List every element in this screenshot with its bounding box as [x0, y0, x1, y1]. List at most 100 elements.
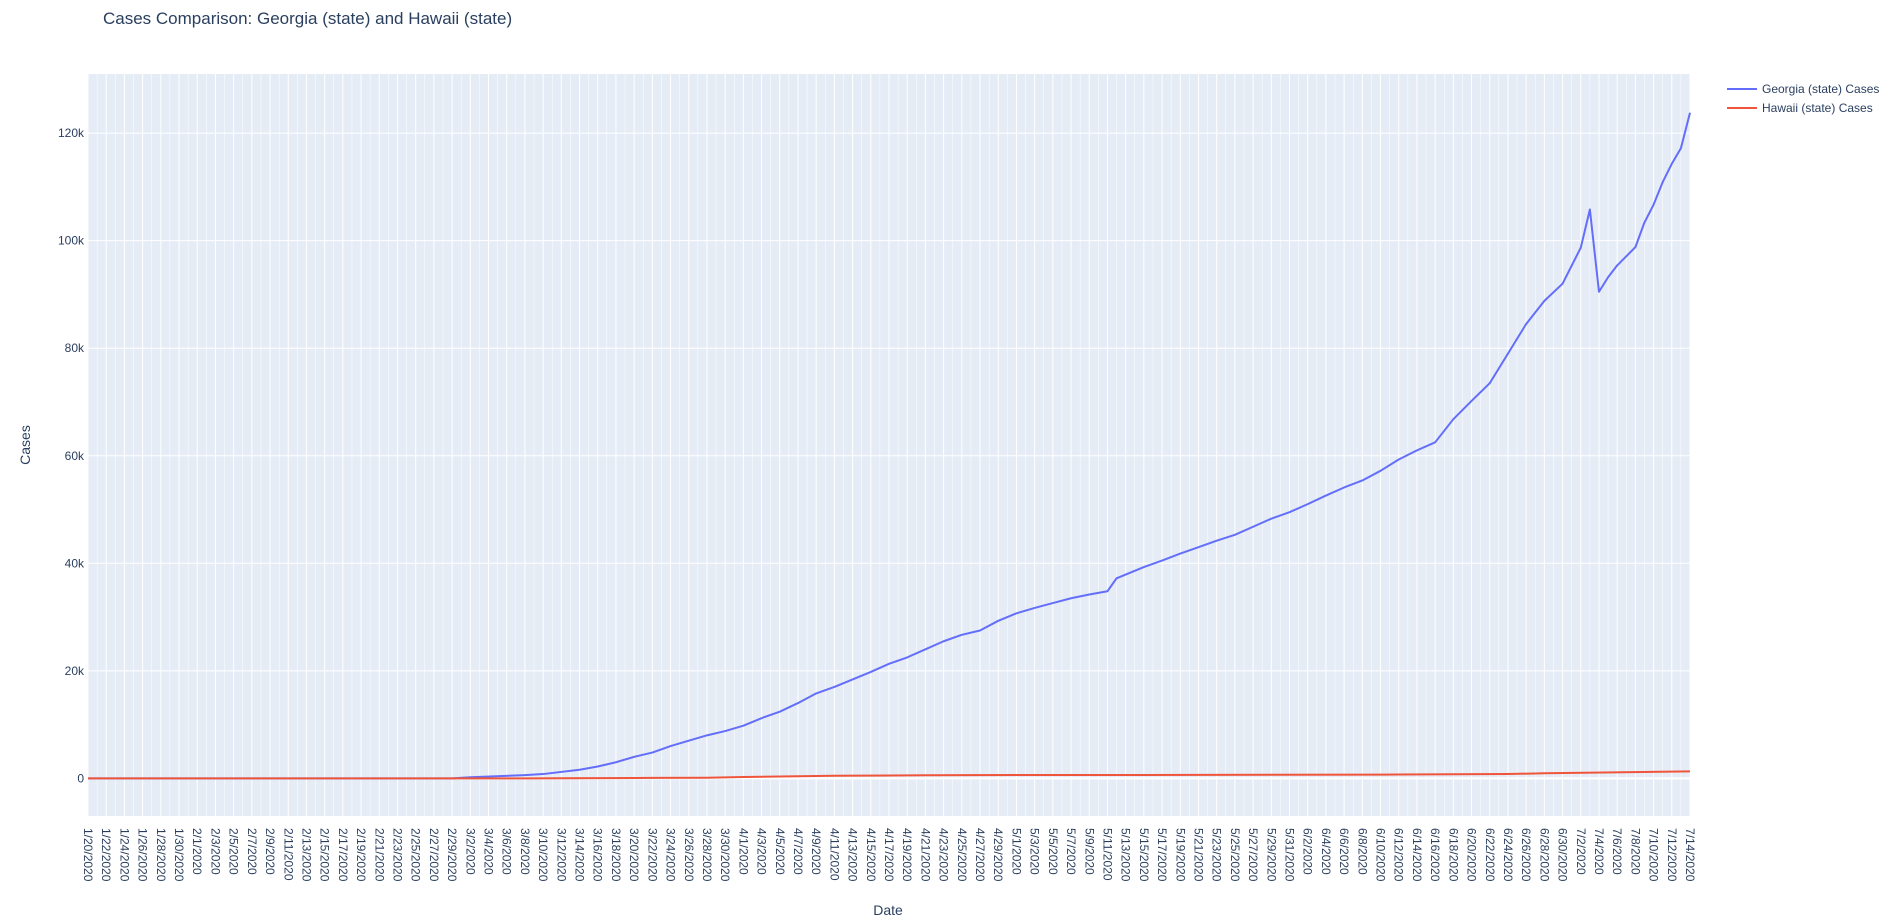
series-line-georgia[interactable] — [88, 112, 1691, 780]
x-tick-label: 3/24/2020 — [664, 828, 678, 882]
x-tick-label: 5/1/2020 — [1009, 828, 1023, 875]
x-tick-label: 7/6/2020 — [1610, 828, 1624, 875]
y-axis-title: Cases — [17, 425, 33, 465]
x-tick-label: 5/15/2020 — [1137, 828, 1151, 882]
x-tick-label: 2/1/2020 — [190, 828, 204, 875]
x-tick-label: 6/2/2020 — [1301, 828, 1315, 875]
x-tick-label: 3/28/2020 — [700, 828, 714, 882]
series-line-hawaii[interactable] — [88, 770, 1691, 780]
x-tick-label: 5/9/2020 — [1082, 828, 1096, 875]
x-tick-label: 4/5/2020 — [773, 828, 787, 875]
x-tick-label: 2/23/2020 — [390, 828, 404, 882]
x-tick-label: 2/9/2020 — [263, 828, 277, 875]
x-tick-label: 5/17/2020 — [1155, 828, 1169, 882]
x-tick-label: 4/25/2020 — [955, 828, 969, 882]
x-tick-label: 4/9/2020 — [809, 828, 823, 875]
y-tick-label: 40k — [65, 556, 85, 570]
x-tick-label: 6/22/2020 — [1483, 828, 1497, 882]
x-tick-label: 3/4/2020 — [482, 828, 496, 875]
x-tick-label: 6/8/2020 — [1355, 828, 1369, 875]
x-tick-label: 5/27/2020 — [1246, 828, 1260, 882]
x-tick-label: 7/12/2020 — [1665, 828, 1679, 882]
x-tick-label: 6/4/2020 — [1319, 828, 1333, 875]
x-tick-label: 6/18/2020 — [1446, 828, 1460, 882]
x-tick-label: 4/11/2020 — [827, 828, 841, 881]
legend-label: Hawaii (state) Cases — [1762, 101, 1873, 115]
x-tick-label: 4/21/2020 — [918, 828, 932, 882]
x-tick-label: 3/22/2020 — [645, 828, 659, 882]
legend-item[interactable]: Hawaii (state) Cases — [1727, 101, 1873, 115]
x-tick-label: 4/29/2020 — [991, 828, 1005, 882]
x-tick-label: 3/14/2020 — [573, 828, 587, 882]
x-tick-label: 3/12/2020 — [554, 828, 568, 882]
x-tick-label: 6/28/2020 — [1537, 828, 1551, 882]
x-axis-ticks: 1/20/2020 1/22/2020 1/24/2020 1/26/2020 1/28… — [81, 828, 1697, 882]
x-tick-label: 3/20/2020 — [627, 828, 641, 882]
x-tick-label: 3/2/2020 — [463, 828, 477, 875]
x-tick-label: 4/3/2020 — [755, 828, 769, 875]
x-tick-label: 6/20/2020 — [1465, 828, 1479, 882]
x-tick-label: 4/1/2020 — [736, 828, 750, 875]
x-tick-label: 2/21/2020 — [372, 828, 386, 882]
x-tick-label: 5/13/2020 — [1119, 828, 1133, 882]
x-tick-label: 4/23/2020 — [937, 828, 951, 882]
y-tick-label: 60k — [65, 449, 85, 463]
legend[interactable]: Georgia (state) Cases Hawaii (state) Case… — [1727, 82, 1879, 115]
x-tick-label: 2/17/2020 — [336, 828, 350, 882]
x-tick-label: 5/19/2020 — [1173, 828, 1187, 882]
x-tick-label: 5/21/2020 — [1191, 828, 1205, 882]
x-gridlines — [87, 74, 1691, 816]
x-tick-label: 3/26/2020 — [682, 828, 696, 882]
x-tick-label: 3/30/2020 — [718, 828, 732, 882]
x-tick-label: 3/18/2020 — [609, 828, 623, 882]
x-tick-label: 4/17/2020 — [882, 828, 896, 882]
x-tick-label: 5/23/2020 — [1210, 828, 1224, 882]
x-tick-label: 2/3/2020 — [208, 828, 222, 875]
x-tick-label: 1/22/2020 — [99, 828, 113, 882]
x-tick-label: 6/14/2020 — [1410, 828, 1424, 882]
x-tick-label: 3/10/2020 — [536, 828, 550, 882]
x-tick-label: 2/11/2020 — [281, 828, 295, 881]
series-lines — [88, 112, 1691, 780]
x-tick-label: 1/26/2020 — [136, 828, 150, 882]
x-tick-label: 2/7/2020 — [245, 828, 259, 875]
x-tick-label: 6/24/2020 — [1501, 828, 1515, 882]
chart-title: Cases Comparison: Georgia (state) and Ha… — [103, 9, 512, 28]
x-tick-label: 3/8/2020 — [518, 828, 532, 875]
x-tick-label: 5/31/2020 — [1283, 828, 1297, 882]
x-tick-label: 2/13/2020 — [299, 828, 313, 882]
x-tick-label: 4/7/2020 — [791, 828, 805, 875]
x-tick-label: 5/25/2020 — [1228, 828, 1242, 882]
x-tick-label: 4/19/2020 — [900, 828, 914, 882]
x-tick-label: 6/6/2020 — [1337, 828, 1351, 875]
x-tick-label: 6/26/2020 — [1519, 828, 1533, 882]
x-tick-label: 7/4/2020 — [1592, 828, 1606, 875]
x-axis-title: Date — [873, 902, 903, 918]
x-tick-label: 2/27/2020 — [427, 828, 441, 882]
y-tick-label: 100k — [58, 234, 85, 248]
x-tick-label: 2/19/2020 — [354, 828, 368, 882]
x-tick-label: 5/29/2020 — [1264, 828, 1278, 882]
x-tick-label: 4/27/2020 — [973, 828, 987, 882]
x-tick-label: 6/16/2020 — [1428, 828, 1442, 882]
x-tick-label: 1/24/2020 — [117, 828, 131, 882]
y-tick-label: 80k — [65, 341, 85, 355]
x-tick-label: 7/10/2020 — [1647, 828, 1661, 882]
legend-label: Georgia (state) Cases — [1762, 82, 1879, 96]
y-axis-ticks: 0 20k 40k 60k 80k 100k 120k — [58, 126, 85, 785]
x-tick-label: 1/30/2020 — [172, 828, 186, 882]
x-tick-label: 4/15/2020 — [864, 828, 878, 882]
y-tick-label: 20k — [65, 664, 85, 678]
x-tick-label: 2/25/2020 — [409, 828, 423, 882]
x-tick-label: 5/3/2020 — [1028, 828, 1042, 875]
y-tick-label: 0 — [77, 771, 84, 785]
x-tick-label: 3/6/2020 — [500, 828, 514, 875]
x-tick-label: 7/14/2020 — [1683, 828, 1697, 882]
x-tick-label: 6/12/2020 — [1392, 828, 1406, 882]
legend-item[interactable]: Georgia (state) Cases — [1727, 82, 1879, 96]
x-tick-label: 1/28/2020 — [154, 828, 168, 882]
x-tick-label: 5/7/2020 — [1064, 828, 1078, 875]
y-tick-label: 120k — [58, 126, 85, 140]
x-tick-label: 5/11/2020 — [1100, 828, 1114, 881]
